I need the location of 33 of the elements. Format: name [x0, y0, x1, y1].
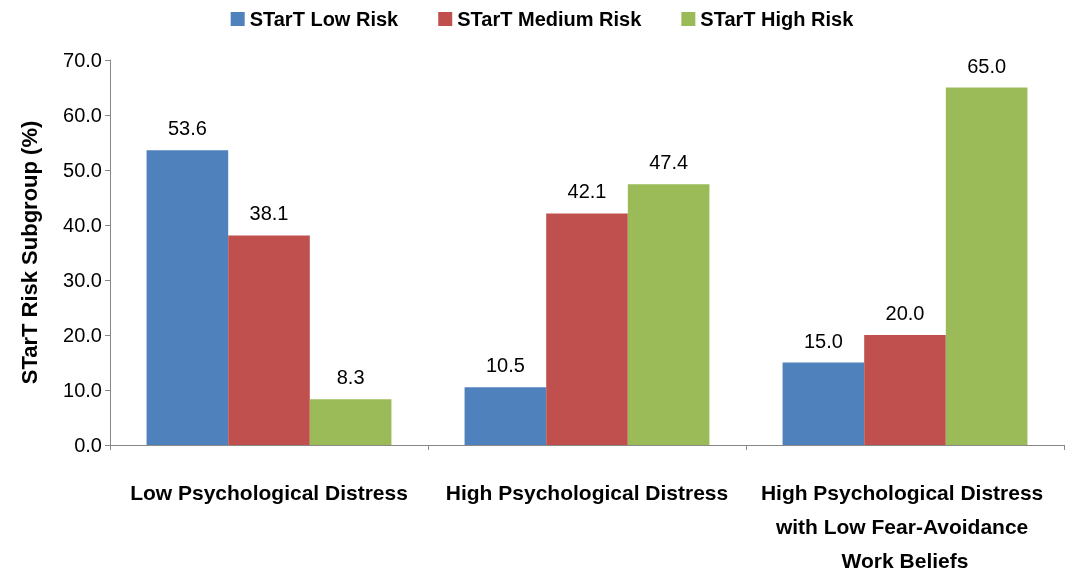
data-label: 8.3 [336, 366, 365, 389]
bar [945, 87, 1028, 445]
data-label: 15.0 [803, 329, 843, 352]
y-tick-label: 20.0 [63, 324, 102, 346]
bar [546, 213, 628, 445]
y-tick-label: 40.0 [63, 214, 102, 236]
data-label: 47.4 [649, 151, 689, 174]
y-tick-label: 10.0 [63, 379, 102, 401]
y-axis-title: STarT Risk Subgroup (%) [16, 120, 42, 385]
x-tick-label: High Psychological Distress with Low Fear-Avoidance Work Beliefs [760, 480, 1050, 572]
y-tick-label: 0.0 [74, 434, 102, 456]
bar [782, 362, 865, 445]
x-tick-label: Low Psychological Distress [130, 480, 408, 504]
bar [864, 335, 946, 445]
data-label: 38.1 [249, 202, 289, 225]
data-label: 65.0 [967, 54, 1007, 77]
data-label: 42.1 [567, 180, 607, 203]
bar [627, 184, 710, 445]
y-tick-label: 60.0 [63, 104, 102, 126]
data-label: 53.6 [167, 117, 207, 140]
bar [309, 399, 392, 445]
x-tick-label: High Psychological Distress [445, 480, 729, 504]
legend-label: STarT High Risk [700, 8, 855, 30]
y-tick-label: 70.0 [63, 49, 102, 71]
legend-label: STarT Low Risk [249, 8, 400, 30]
bar [146, 150, 229, 445]
y-tick-label: 30.0 [63, 269, 102, 291]
bar [464, 387, 547, 445]
data-label: 20.0 [885, 302, 925, 324]
legend-label: STarT Medium Risk [457, 8, 643, 30]
y-tick-label: 50.0 [63, 159, 102, 181]
data-label: 10.5 [485, 354, 525, 377]
bar [228, 235, 310, 445]
